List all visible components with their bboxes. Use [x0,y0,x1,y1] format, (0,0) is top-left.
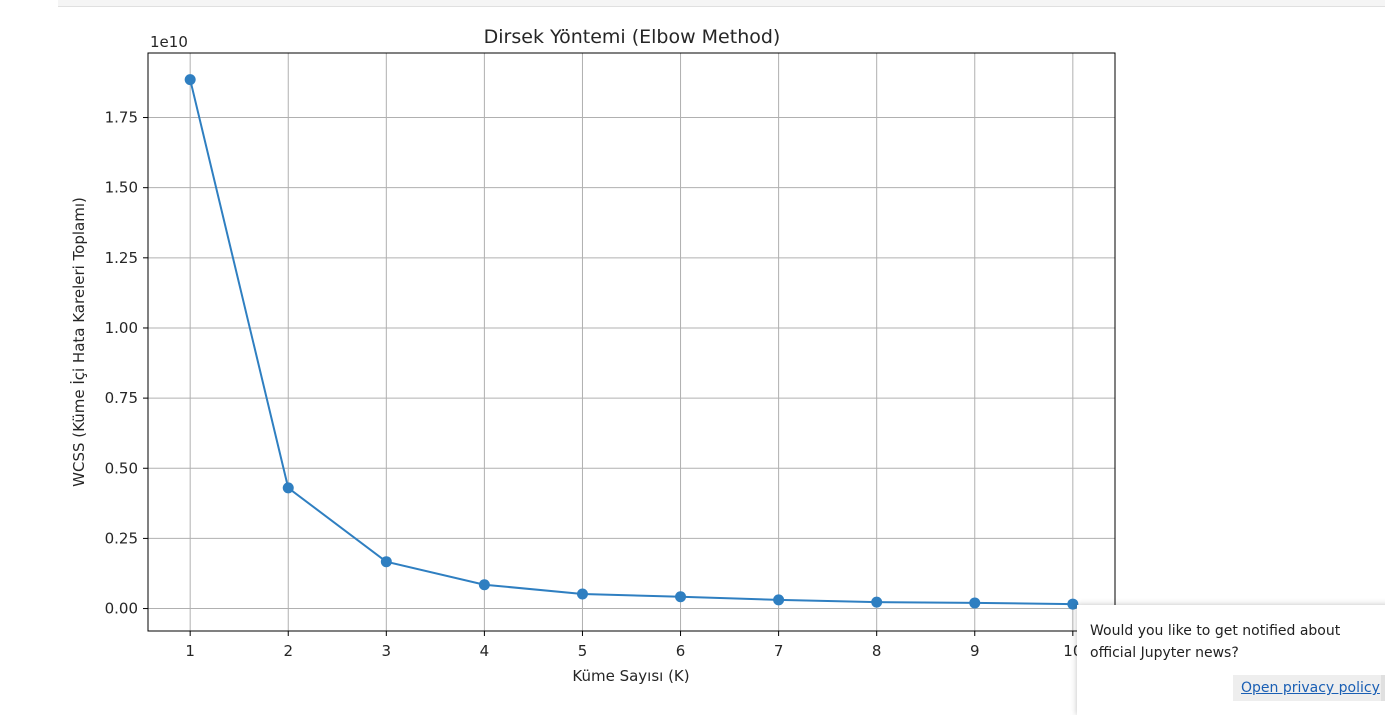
x-tick-label: 1 [185,642,195,660]
data-point-marker [675,591,687,603]
y-tick-label: 0.00 [105,600,138,618]
x-tick-label: 3 [382,642,392,660]
x-tick-label: 5 [578,642,588,660]
data-point-marker [1067,598,1079,610]
plot-frame [147,52,1116,632]
data-point-marker [478,579,490,591]
x-tick-label: 7 [774,642,784,660]
y-tick-label: 0.75 [105,389,138,407]
data-point-marker [969,597,981,609]
y-axis-ticks: 0.00 0.25 0.50 0.75 1.00 1.25 1.50 1.75 [105,109,148,618]
series-markers [184,74,1079,610]
notification-message: Would you like to get notified about off… [1090,623,1341,661]
data-point-marker [184,74,196,86]
data-point-marker [576,588,588,600]
x-tick-label: 9 [970,642,980,660]
notebook-top-bar [58,0,1385,7]
x-tick-label: 4 [480,642,490,660]
x-tick-label: 8 [872,642,882,660]
series-line [189,79,1073,606]
data-point-marker [380,556,392,568]
y-tick-label: 1.75 [105,109,138,127]
x-tick-label: 6 [676,642,686,660]
data-point-marker [871,596,883,608]
x-axis-label: Küme Sayısı (K) [572,667,689,685]
x-tick-label: 2 [283,642,293,660]
y-tick-label: 0.50 [105,459,138,477]
notification-button-edge[interactable] [1381,675,1385,701]
y-axis-label: WCSS (Küme İçi Hata Kareleri Toplamı) [69,197,88,487]
grid-lines [148,53,1115,631]
privacy-policy-link[interactable]: Open privacy policy [1233,675,1385,701]
data-point-marker [282,482,294,494]
y-tick-label: 1.00 [105,319,138,337]
data-point-marker [773,594,785,606]
y-tick-label: 1.50 [105,179,138,197]
chart-title: Dirsek Yöntemi (Elbow Method) [484,26,781,48]
notification-toast: Would you like to get notified about off… [1077,605,1385,715]
x-axis-ticks: 1 2 3 4 5 6 7 8 9 10 [185,631,1082,660]
y-tick-label: 0.25 [105,529,138,547]
y-tick-label: 1.25 [105,249,138,267]
y-offset-label: 1e10 [150,33,188,51]
